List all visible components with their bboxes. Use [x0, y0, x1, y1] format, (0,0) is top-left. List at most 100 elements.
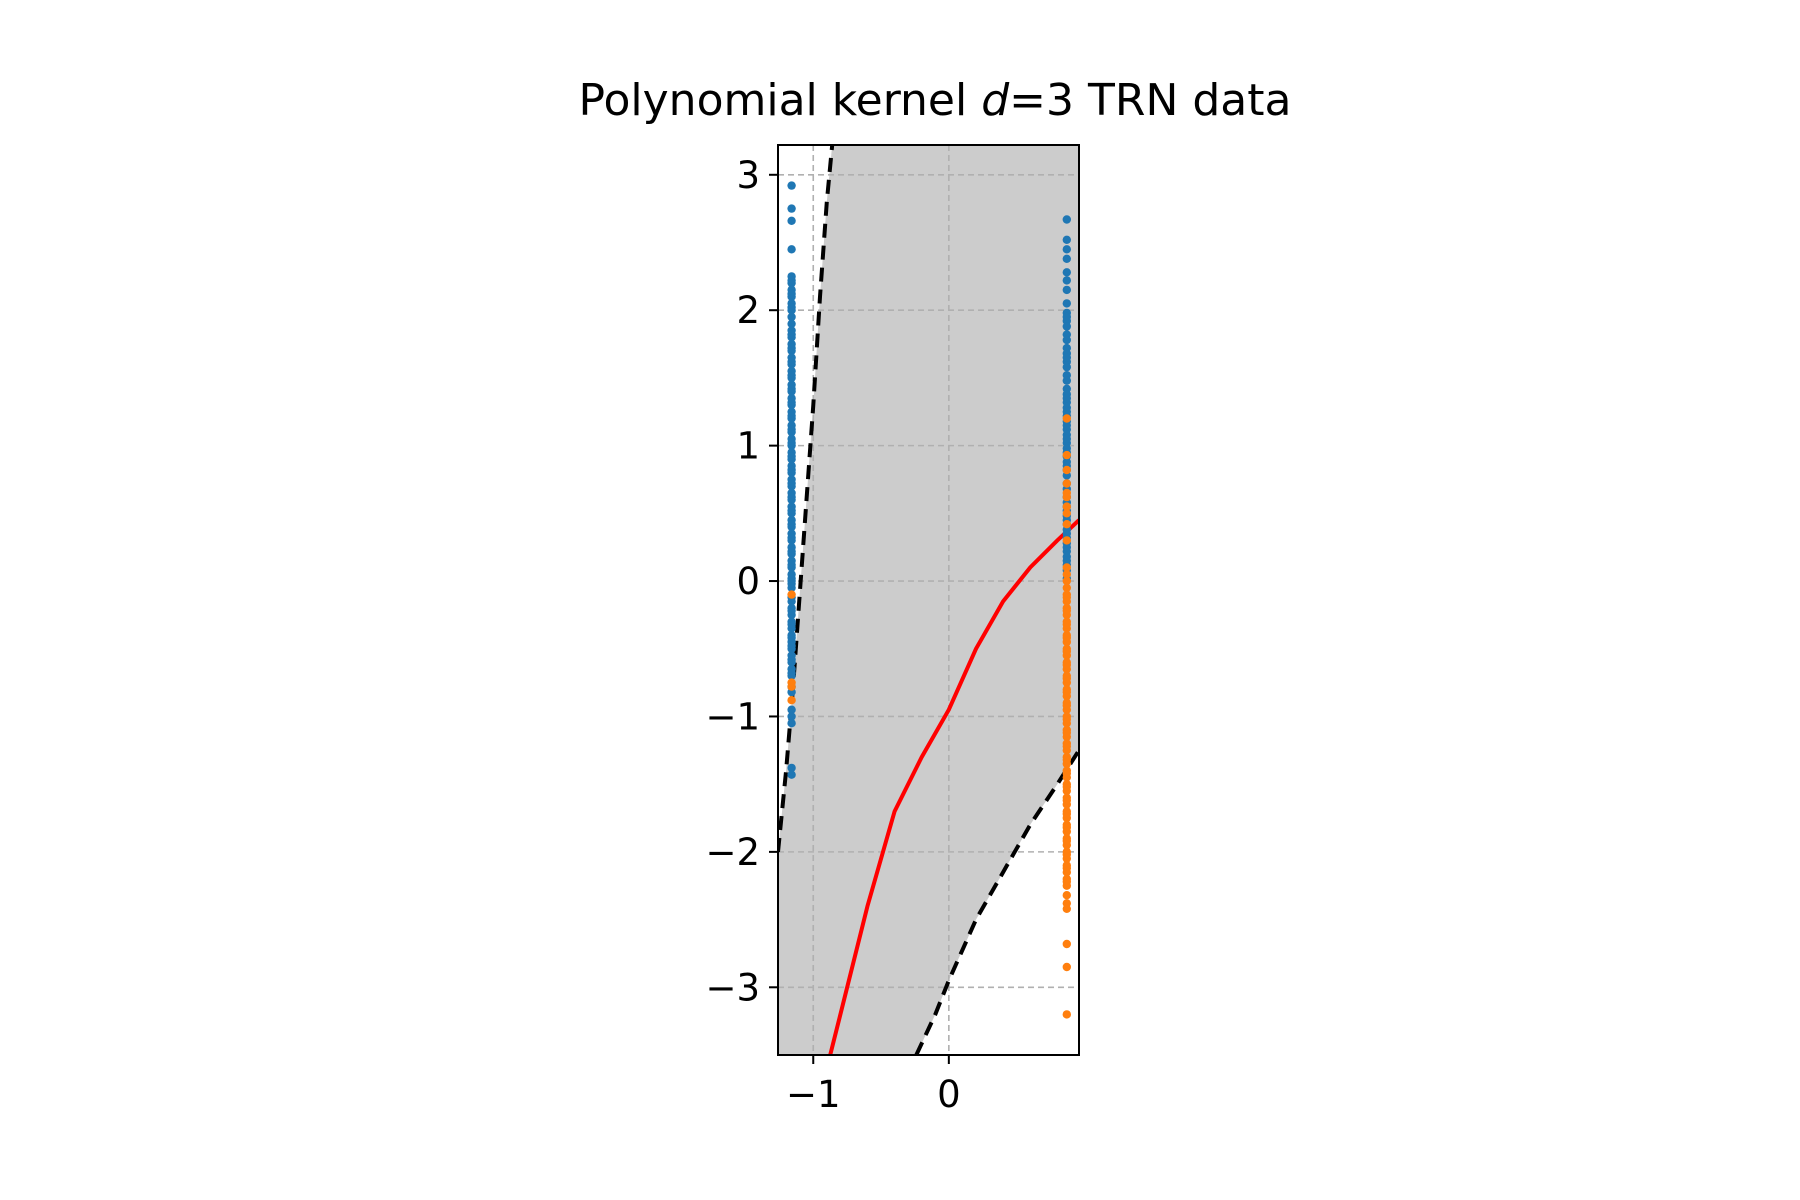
point-class-a	[787, 633, 796, 643]
point-class-b	[1062, 850, 1072, 859]
point-class-b	[1062, 904, 1072, 913]
point-class-a	[787, 452, 796, 461]
point-class-a	[787, 371, 796, 380]
point-class-b	[1062, 620, 1072, 629]
point-class-b	[1062, 687, 1072, 697]
point-class-a	[1062, 245, 1072, 254]
point-class-b	[1062, 962, 1072, 972]
point-class-b	[1062, 674, 1072, 683]
chart-title: Polynomial kernel d=3 TRN data	[579, 75, 1292, 126]
chart-title-prefix: Polynomial kernel	[579, 75, 982, 126]
point-class-a	[787, 276, 796, 285]
point-class-b	[1062, 728, 1072, 737]
point-class-a	[1062, 543, 1072, 552]
point-class-b	[1062, 823, 1072, 832]
point-class-b	[1062, 782, 1072, 792]
point-class-b	[1062, 509, 1072, 518]
point-class-b	[1062, 796, 1072, 805]
point-class-b	[1062, 465, 1072, 475]
point-class-b	[787, 696, 796, 705]
point-class-b	[1062, 520, 1072, 529]
point-class-a	[1062, 434, 1072, 444]
x-tick-label: 0	[937, 1073, 961, 1116]
point-class-b	[1062, 570, 1072, 579]
scatter-points	[787, 181, 1072, 1019]
y-tick-label: −3	[705, 966, 760, 1009]
point-class-a	[1062, 235, 1072, 244]
point-class-a	[1062, 556, 1072, 565]
plot-content	[778, 145, 1079, 1055]
point-class-a	[787, 579, 796, 588]
point-class-a	[787, 547, 796, 556]
point-class-a	[1062, 376, 1072, 385]
point-class-a	[1062, 394, 1072, 403]
point-class-a	[787, 245, 796, 254]
point-class-b	[1062, 414, 1072, 423]
point-class-b	[1062, 701, 1072, 710]
point-class-a	[787, 641, 796, 651]
y-tick-label: −2	[705, 831, 760, 874]
point-class-a	[787, 319, 796, 328]
point-class-a	[787, 712, 796, 721]
point-class-b	[1062, 863, 1072, 873]
point-class-a	[1062, 529, 1072, 538]
point-class-a	[787, 330, 796, 339]
point-class-b	[787, 682, 796, 691]
point-class-b	[1062, 576, 1072, 586]
point-class-b	[1062, 809, 1072, 819]
point-class-b	[1062, 606, 1072, 615]
point-class-a	[787, 655, 796, 664]
point-class-a	[1062, 276, 1072, 285]
point-class-b	[1062, 583, 1072, 592]
point-class-a	[787, 384, 796, 393]
point-class-a	[787, 520, 796, 529]
point-class-b	[1062, 891, 1072, 900]
point-class-a	[787, 216, 796, 225]
point-class-b	[1062, 647, 1072, 656]
point-class-a	[787, 763, 796, 773]
point-class-b	[1062, 479, 1072, 488]
axis-ticks: −1 0 3 2 1 0 −1 −2 −3	[705, 154, 960, 1116]
point-class-a	[1062, 299, 1072, 308]
point-class-a	[787, 398, 796, 407]
point-class-a	[787, 289, 796, 299]
point-class-a	[787, 506, 796, 515]
margin-region	[778, 145, 1079, 1055]
point-class-a	[787, 620, 796, 629]
y-tick-label: 0	[736, 560, 760, 603]
point-class-a	[787, 465, 796, 475]
chart-title-suffix: =3 TRN data	[1009, 75, 1291, 126]
decision-boundary-line	[828, 518, 1079, 1055]
x-tick-label: −1	[786, 1073, 841, 1116]
point-class-a	[1062, 322, 1072, 331]
point-class-a	[787, 533, 796, 542]
point-class-a	[1062, 312, 1072, 322]
y-tick-label: 2	[736, 289, 760, 332]
point-class-a	[787, 560, 796, 569]
y-tick-label: −1	[705, 695, 760, 738]
point-class-a	[787, 303, 796, 312]
point-class-a	[1062, 335, 1072, 345]
point-class-b	[1062, 502, 1072, 511]
point-class-a	[1062, 254, 1072, 263]
point-class-b	[1062, 1010, 1072, 1019]
point-class-a	[787, 479, 796, 488]
point-class-a	[1062, 215, 1072, 224]
point-class-a	[787, 357, 796, 366]
plot-frame	[777, 144, 1080, 1056]
point-class-b	[1062, 877, 1072, 886]
point-class-a	[787, 492, 796, 502]
point-class-a	[787, 312, 796, 322]
point-class-b	[1062, 536, 1072, 545]
point-class-b	[1062, 593, 1072, 602]
point-class-a	[787, 438, 796, 448]
point-class-b	[1062, 836, 1072, 846]
point-class-a	[787, 770, 796, 779]
point-class-b	[1062, 755, 1072, 764]
point-class-b	[1062, 492, 1072, 502]
point-class-b	[1062, 660, 1072, 670]
y-tick-label: 3	[736, 154, 760, 197]
grid	[778, 145, 1079, 1055]
point-class-a	[787, 705, 796, 714]
